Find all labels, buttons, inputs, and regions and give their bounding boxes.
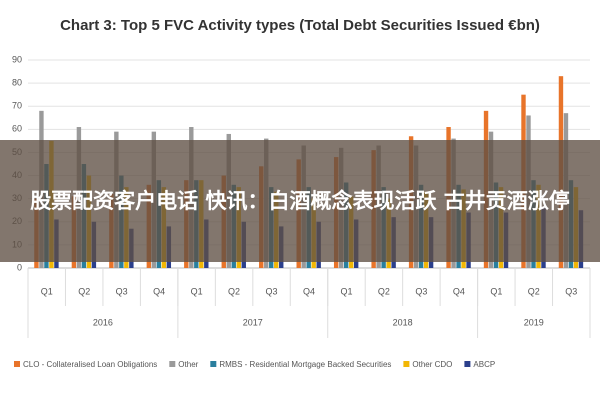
x-tick-label: Q3: [565, 286, 577, 296]
legend-swatch: [14, 361, 20, 367]
legend-label: ABCP: [473, 360, 495, 369]
banner-text: 股票配资客户电话 快讯：白酒概念表现活跃 古井贡酒涨停: [30, 189, 570, 213]
legend-swatch: [169, 361, 176, 367]
group-label: 2018: [393, 317, 413, 327]
chart-title: Chart 3: Top 5 FVC Activity types (Total…: [60, 17, 540, 34]
x-tick-label: Q2: [378, 286, 390, 296]
group-label: 2016: [93, 317, 113, 327]
x-tick-label: Q4: [153, 286, 165, 296]
legend-label: RMBS - Residential Mortgage Backed Secur…: [219, 360, 391, 369]
legend-label: Other: [178, 360, 198, 369]
legend-label: Other CDO: [412, 360, 452, 369]
group-label: 2017: [243, 317, 263, 327]
x-tick-label: Q2: [228, 286, 240, 296]
x-tick-label: Q3: [266, 286, 278, 296]
y-tick-label: 60: [12, 124, 22, 134]
x-tick-label: Q1: [191, 286, 203, 296]
banner: 股票配资客户电话 快讯：白酒概念表现活跃 古井贡酒涨停: [0, 140, 600, 262]
x-tick-label: Q2: [528, 286, 540, 296]
legend-swatch: [403, 361, 410, 367]
y-tick-label: 80: [12, 77, 22, 87]
legend-swatch: [464, 361, 471, 367]
y-tick-label: 70: [12, 101, 22, 111]
x-tick-label: Q2: [78, 286, 90, 296]
group-label: 2019: [524, 317, 544, 327]
x-tick-label: Q3: [116, 286, 128, 296]
x-tick-label: Q3: [415, 286, 427, 296]
legend-swatch: [210, 361, 217, 367]
legend-label: CLO - Collateralised Loan Obligations: [23, 360, 157, 369]
x-tick-label: Q1: [41, 286, 53, 296]
y-tick-label: 90: [12, 54, 22, 64]
x-tick-label: Q1: [340, 286, 352, 296]
x-tick-label: Q4: [453, 286, 465, 296]
x-tick-label: Q1: [490, 286, 502, 296]
x-tick-label: Q4: [303, 286, 315, 296]
y-tick-label: 0: [17, 262, 22, 272]
